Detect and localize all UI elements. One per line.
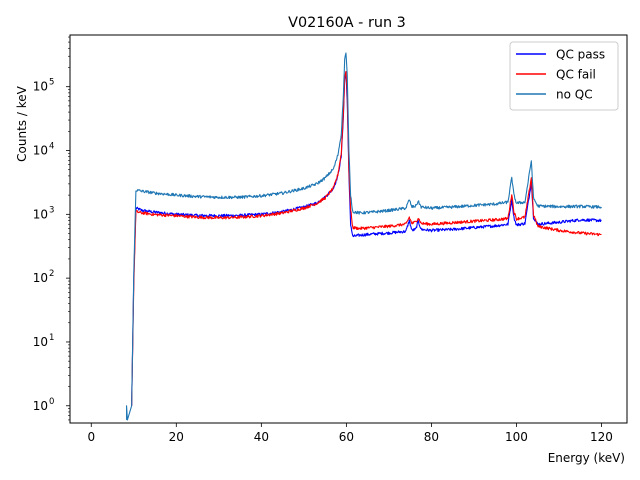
x-tick-label: 20 [169,430,184,444]
series-line-0 [131,71,602,406]
series-line-1 [131,70,602,406]
legend-label: no QC [556,88,593,102]
x-tick-label: 120 [590,430,613,444]
y-tick-label: 10 [33,399,48,413]
chart-title: V02160A - run 3 [288,15,406,31]
plot-frame [69,34,628,424]
y-tick-label: 10 [33,271,48,285]
legend-box [509,41,619,111]
y-tick-label: 10 [33,80,48,94]
series-layer [126,52,602,421]
plot-area [126,52,602,421]
x-tick-label: 80 [424,430,439,444]
x-tick-label: 0 [87,430,95,444]
x-tick-label: 100 [505,430,528,444]
x-axis-label: Energy (keV) [548,451,625,465]
y-tick-exponent: 4 [49,142,54,152]
legend-label: QC fail [556,68,596,82]
y-tick-label: 10 [33,144,48,158]
y-tick-label: 10 [33,335,48,349]
y-axis-label: Counts / keV [15,85,29,161]
x-tick-label: 40 [254,430,269,444]
y-tick-exponent: 2 [49,269,54,279]
x-tick-label: 60 [339,430,354,444]
y-tick-exponent: 0 [49,397,54,407]
y-tick-exponent: 1 [49,333,54,343]
y-tick-exponent: 3 [49,205,54,215]
x-axis: 0 20 40 60 80 100 120 [87,423,613,444]
series-line-2 [126,52,602,421]
legend-label: QC pass [556,48,605,62]
y-tick-exponent: 5 [49,78,54,88]
legend: QC pass QC fail no QC [509,41,619,111]
y-tick-label: 10 [33,207,48,221]
